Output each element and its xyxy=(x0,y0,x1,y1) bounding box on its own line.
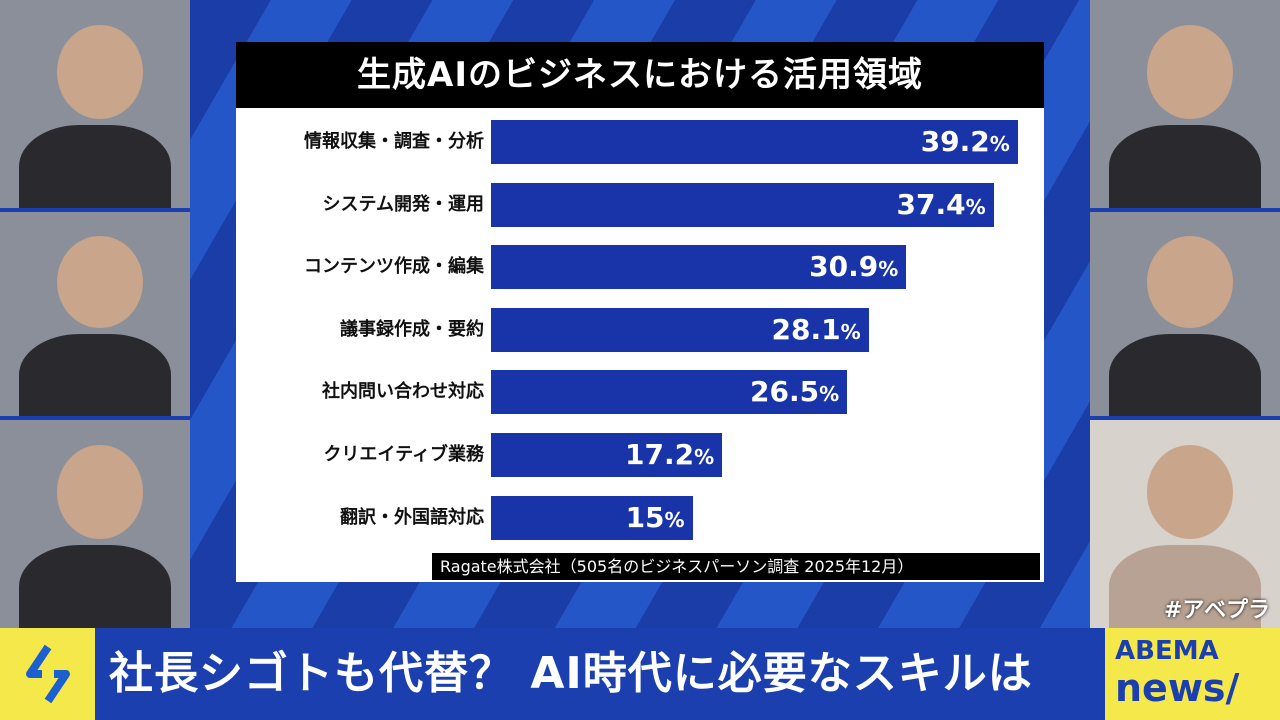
value-number: 39.2 xyxy=(920,125,990,158)
category-label: 翻訳・外国語対応 xyxy=(340,506,484,528)
abema-news-logo: ABEMA news/ xyxy=(1105,628,1280,720)
guest-video-5 xyxy=(1090,212,1280,416)
value-unit: % xyxy=(840,319,861,344)
category-label: コンテンツ作成・編集 xyxy=(304,256,484,278)
chart-source: Ragate株式会社（505名のビジネスパーソン調査 2025年12月） xyxy=(432,553,1040,580)
value-label: 26.5% xyxy=(750,370,839,416)
bar: 17.2% xyxy=(491,433,723,479)
bar: 37.4% xyxy=(491,182,994,229)
bar: 15% xyxy=(491,495,693,542)
category-label: 社内問い合わせ対応 xyxy=(322,381,484,403)
category-label: クリエイティブ業務 xyxy=(323,444,484,465)
value-number: 30.9 xyxy=(809,250,879,284)
value-label: 28.1% xyxy=(772,308,861,354)
guest-video-2 xyxy=(0,212,190,416)
guest-video-1 xyxy=(0,0,190,208)
bar-chart: 生成AIのビジネスにおける活用領域 情報収集・調査・分析 39.2% システム開発・… xyxy=(236,42,1044,582)
hashtag: #アベプラ xyxy=(1164,598,1270,623)
guest-video-6 xyxy=(1090,420,1280,628)
value-number: 17.2 xyxy=(625,438,695,471)
value-number: 26.5 xyxy=(750,375,820,409)
value-label: 39.2% xyxy=(921,120,1010,166)
logo-top: ABEMA xyxy=(1115,636,1219,666)
value-unit: % xyxy=(664,507,685,532)
value-unit: % xyxy=(819,382,840,407)
value-unit: % xyxy=(878,257,899,282)
bar: 39.2% xyxy=(491,120,1018,164)
news-caption: 社長シゴトも代替？ AI時代に必要なスキルは xyxy=(95,628,1105,720)
value-unit: % xyxy=(989,132,1010,156)
refresh-icon xyxy=(25,644,70,704)
chart-title: 生成AIのビジネスにおける活用領域 xyxy=(236,42,1044,108)
bar: 28.1% xyxy=(491,307,869,354)
guest-video-3 xyxy=(0,420,190,628)
value-number: 28.1 xyxy=(771,312,841,346)
value-unit: % xyxy=(965,194,986,219)
value-unit: % xyxy=(694,445,715,469)
value-label: 17.2% xyxy=(625,433,714,479)
refresh-icon-box xyxy=(0,628,95,720)
value-label: 15% xyxy=(626,496,685,542)
category-label: システム開発・運用 xyxy=(322,193,484,215)
value-label: 30.9% xyxy=(809,245,898,291)
bar: 26.5% xyxy=(491,370,848,416)
guest-video-4 xyxy=(1090,0,1280,208)
category-label: 情報収集・調査・分析 xyxy=(304,131,484,152)
category-label: 議事録作成・要約 xyxy=(340,318,484,340)
bar: 30.9% xyxy=(491,245,907,291)
value-number: 15 xyxy=(625,500,665,534)
value-label: 37.4% xyxy=(897,183,986,229)
logo-bottom: news/ xyxy=(1115,666,1240,710)
value-number: 37.4 xyxy=(896,187,966,221)
